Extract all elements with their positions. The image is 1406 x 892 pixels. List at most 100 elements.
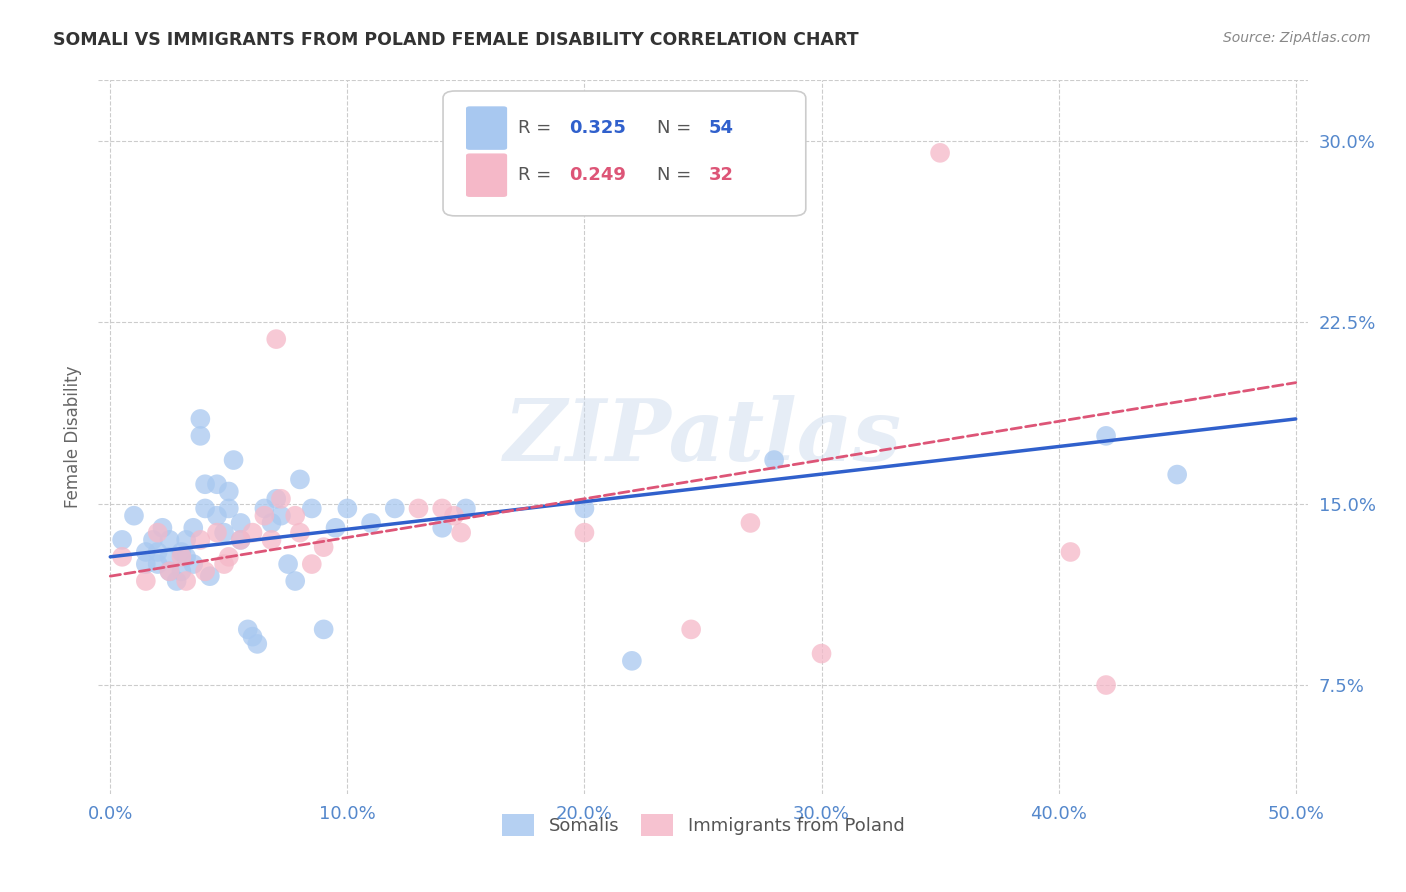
Point: [288, 525, 311, 540]
Point: [194, 501, 217, 516]
Text: N =: N =: [657, 166, 697, 184]
Point: [574, 525, 596, 540]
Point: [218, 501, 240, 516]
Point: [174, 574, 197, 588]
Text: 54: 54: [709, 120, 734, 137]
Point: [222, 453, 245, 467]
Point: [681, 623, 703, 637]
Point: [284, 574, 307, 588]
Point: [159, 533, 181, 547]
Point: [181, 521, 204, 535]
Text: 0.249: 0.249: [569, 166, 626, 184]
FancyBboxPatch shape: [443, 91, 806, 216]
Point: [246, 637, 269, 651]
Text: Source: ZipAtlas.com: Source: ZipAtlas.com: [1223, 31, 1371, 45]
Point: [142, 533, 165, 547]
Point: [205, 477, 228, 491]
Point: [174, 533, 197, 547]
Point: [384, 501, 406, 516]
Point: [408, 501, 430, 516]
Point: [212, 525, 235, 540]
Text: 32: 32: [709, 166, 734, 184]
Point: [270, 508, 292, 523]
Point: [454, 501, 477, 516]
Point: [301, 501, 323, 516]
Point: [212, 557, 235, 571]
Point: [325, 521, 347, 535]
Point: [205, 525, 228, 540]
Point: [301, 557, 323, 571]
Point: [763, 453, 786, 467]
Point: [270, 491, 292, 506]
Point: [152, 521, 174, 535]
Point: [260, 533, 283, 547]
Point: [135, 574, 157, 588]
Point: [1095, 678, 1118, 692]
Text: 0.325: 0.325: [569, 120, 626, 137]
Point: [929, 145, 952, 160]
Point: [170, 545, 193, 559]
Point: [336, 501, 359, 516]
Point: [190, 412, 212, 426]
Point: [253, 508, 276, 523]
Point: [443, 508, 465, 523]
Point: [450, 525, 472, 540]
Text: SOMALI VS IMMIGRANTS FROM POLAND FEMALE DISABILITY CORRELATION CHART: SOMALI VS IMMIGRANTS FROM POLAND FEMALE …: [53, 31, 859, 49]
Point: [159, 565, 181, 579]
Point: [218, 549, 240, 564]
Point: [242, 525, 264, 540]
Y-axis label: Female Disability: Female Disability: [63, 366, 82, 508]
Point: [1095, 429, 1118, 443]
Point: [194, 477, 217, 491]
Point: [218, 484, 240, 499]
Point: [229, 533, 252, 547]
Point: [432, 521, 454, 535]
Point: [236, 623, 259, 637]
Point: [229, 533, 252, 547]
Point: [260, 516, 283, 530]
Point: [111, 533, 134, 547]
Point: [190, 429, 212, 443]
Text: ZIPatlas: ZIPatlas: [503, 395, 903, 479]
Point: [312, 623, 335, 637]
Legend: Somalis, Immigrants from Poland: Somalis, Immigrants from Poland: [492, 805, 914, 846]
FancyBboxPatch shape: [465, 106, 508, 150]
Point: [360, 516, 382, 530]
Point: [146, 557, 169, 571]
Point: [194, 565, 217, 579]
Point: [1166, 467, 1188, 482]
Point: [810, 647, 832, 661]
Point: [264, 332, 287, 346]
Point: [170, 565, 193, 579]
Point: [574, 501, 596, 516]
Point: [146, 545, 169, 559]
Point: [174, 549, 197, 564]
Point: [122, 508, 145, 523]
Point: [181, 557, 204, 571]
Point: [312, 540, 335, 554]
Text: R =: R =: [517, 120, 557, 137]
Point: [253, 501, 276, 516]
Text: R =: R =: [517, 166, 557, 184]
Text: N =: N =: [657, 120, 697, 137]
Point: [740, 516, 762, 530]
Point: [198, 569, 221, 583]
Point: [288, 472, 311, 486]
Point: [146, 525, 169, 540]
Point: [159, 565, 181, 579]
Point: [190, 533, 212, 547]
Point: [620, 654, 643, 668]
Point: [135, 545, 157, 559]
Point: [264, 491, 287, 506]
Point: [111, 549, 134, 564]
Point: [170, 549, 193, 564]
Point: [135, 557, 157, 571]
Point: [166, 574, 188, 588]
Point: [242, 630, 264, 644]
Point: [277, 557, 299, 571]
Point: [1059, 545, 1081, 559]
Point: [284, 508, 307, 523]
FancyBboxPatch shape: [465, 153, 508, 197]
Point: [432, 501, 454, 516]
Point: [205, 508, 228, 523]
